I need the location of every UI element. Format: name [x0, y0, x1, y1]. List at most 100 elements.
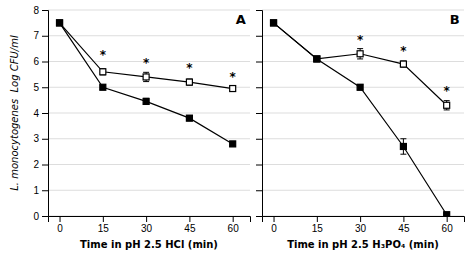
tick: 30 [355, 216, 367, 234]
y-axis: 0 1 2 3 4 5 6 7 8 [33, 5, 48, 222]
tick-label: 2 [33, 159, 39, 170]
tick-label: 30 [141, 223, 153, 234]
tick-mark [256, 10, 262, 11]
tick-mark [42, 62, 48, 63]
tick-mark [256, 165, 262, 166]
tick: 45 [398, 216, 410, 234]
tick: 0 [33, 211, 48, 222]
tick [256, 113, 262, 114]
tick-label: 8 [33, 5, 39, 16]
tick-mark [146, 216, 147, 222]
plot-area [57, 20, 236, 147]
y-axis-title: L. monocytogenes Log CFU/ml [9, 35, 20, 191]
x-axis-title: Time in pH 2.5 HCl (min) [80, 239, 218, 250]
tick-label: 6 [33, 56, 39, 67]
tick-mark [42, 139, 48, 140]
tick-label: 3 [33, 133, 39, 144]
tick-label: 5 [33, 82, 39, 93]
tick-mark [256, 190, 262, 191]
tick [256, 190, 262, 191]
tick: 1 [33, 185, 48, 196]
error-bar [444, 101, 450, 110]
grid-line [48, 164, 250, 165]
axis-line [42, 11, 49, 217]
tick-label: 1 [33, 185, 39, 196]
tick-label: 4 [33, 108, 39, 119]
tick-mark [447, 216, 448, 222]
tick: 7 [33, 30, 48, 41]
tick-label: 30 [355, 223, 367, 234]
error-bar [143, 98, 149, 104]
annotation: * [444, 84, 451, 98]
axis-line [256, 11, 263, 217]
error-bar [357, 49, 363, 59]
tick [256, 165, 262, 166]
line [60, 23, 233, 89]
marker [271, 20, 277, 26]
grid [262, 10, 464, 216]
series [57, 20, 236, 92]
tick-label: 60 [442, 223, 454, 234]
error-bar [314, 57, 320, 61]
line [274, 23, 447, 105]
grid-line [48, 113, 250, 114]
tick-mark [360, 216, 361, 222]
error-bar [100, 69, 106, 75]
tick-label: 0 [57, 223, 63, 234]
tick-mark [42, 216, 48, 217]
tick [256, 139, 262, 140]
tick [256, 62, 262, 63]
tick-mark [256, 87, 262, 88]
tick-mark [189, 216, 190, 222]
tick-label: 15 [312, 223, 324, 234]
marker [357, 51, 363, 57]
tick-label: 60 [228, 223, 240, 234]
tick: 0 [271, 216, 277, 234]
tick [256, 87, 262, 88]
tick: 30 [141, 216, 153, 234]
grid-line [48, 190, 250, 191]
tick: 0 [57, 216, 63, 234]
tick: 3 [33, 133, 48, 144]
tick [256, 216, 262, 217]
tick-mark [256, 62, 262, 63]
x-axis: 0 15 30 45 60 [49, 216, 251, 234]
marker [271, 20, 277, 26]
error-bar [400, 139, 406, 154]
grid-line [48, 138, 250, 139]
tick-mark [256, 113, 262, 114]
annotation: * [100, 48, 107, 62]
grid [48, 10, 250, 216]
grid-line [48, 35, 250, 36]
error-bar [357, 85, 363, 90]
grid-line [262, 190, 464, 191]
tick-label: 45 [184, 223, 196, 234]
tick-mark [317, 216, 318, 222]
tick-label: 0 [271, 223, 277, 234]
tick-label: 0 [33, 211, 39, 222]
marker [444, 102, 450, 108]
tick-mark [42, 87, 48, 88]
error-bar [100, 85, 106, 89]
marker [314, 56, 320, 62]
annotation: * [400, 44, 407, 58]
tick-mark [256, 139, 262, 140]
panel-label: B [450, 12, 460, 27]
tick: 2 [33, 159, 48, 170]
tick: 8 [33, 5, 48, 16]
tick: 15 [98, 216, 110, 234]
series [271, 20, 450, 110]
tick-mark [42, 165, 48, 166]
grid-line [48, 10, 250, 11]
grid-line [262, 10, 464, 11]
tick [256, 10, 262, 11]
series [57, 20, 236, 147]
chart: 015304560012345678****ATime in pH 2.5 HC… [0, 0, 474, 254]
marker [100, 69, 106, 75]
tick: 15 [312, 216, 324, 234]
tick-mark [42, 10, 48, 11]
annotations: **** [100, 48, 237, 84]
axis-line [263, 217, 465, 223]
marker [143, 98, 149, 104]
marker [400, 61, 406, 67]
